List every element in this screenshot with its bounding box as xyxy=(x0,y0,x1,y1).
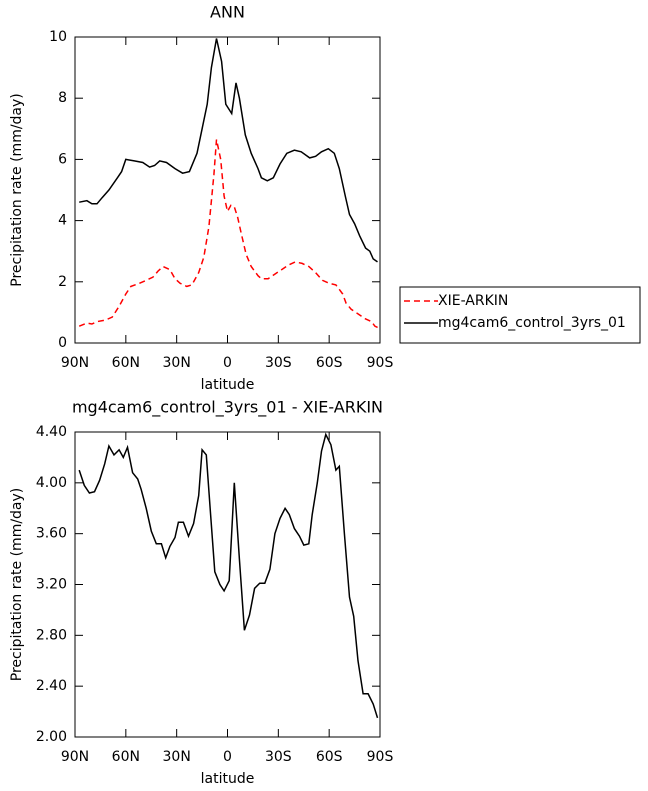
x-tick-label: 90S xyxy=(367,749,394,765)
line-series xyxy=(79,38,378,263)
x-tick-label: 30N xyxy=(163,355,191,371)
x-tick-label: 60N xyxy=(112,749,140,765)
x-tick-label: 90N xyxy=(61,749,89,765)
y-tick-label: 2.80 xyxy=(36,627,67,643)
y-tick-label: 3.60 xyxy=(36,526,67,542)
y-axis-label: Precipitation rate (mm/day) xyxy=(9,488,25,682)
legend-label: XIE-ARKIN xyxy=(438,293,508,309)
y-tick-label: 4.00 xyxy=(36,475,67,491)
y-tick-label: 2.40 xyxy=(36,678,67,694)
y-tick-label: 2.00 xyxy=(36,729,67,745)
y-tick-label: 6 xyxy=(58,151,67,167)
chart-title: ANN xyxy=(210,3,245,22)
x-axis-label: latitude xyxy=(201,771,255,787)
y-tick-label: 4 xyxy=(58,213,67,229)
y-tick-label: 2 xyxy=(58,274,67,290)
x-tick-label: 30N xyxy=(163,749,191,765)
plot-frame xyxy=(74,36,381,344)
x-axis-label: latitude xyxy=(201,377,255,393)
y-tick-label: 8 xyxy=(58,90,67,106)
x-tick-label: 60S xyxy=(316,749,343,765)
x-tick-label: 30S xyxy=(265,749,292,765)
y-tick-label: 4.40 xyxy=(36,424,67,440)
x-tick-label: 60N xyxy=(112,355,140,371)
x-tick-label: 90S xyxy=(367,355,394,371)
y-tick-label: 3.20 xyxy=(36,577,67,593)
line-series xyxy=(78,432,379,719)
x-tick-label: 90N xyxy=(61,355,89,371)
legend-box xyxy=(399,286,641,344)
x-tick-label: 0 xyxy=(223,355,232,371)
x-tick-label: 60S xyxy=(316,355,343,371)
x-tick-label: 30S xyxy=(265,355,292,371)
line-series xyxy=(78,139,379,329)
y-axis-label: Precipitation rate (mm/day) xyxy=(9,93,25,287)
chart-title: mg4cam6_control_3yrs_01 - XIE-ARKIN xyxy=(72,398,383,418)
y-tick-label: 10 xyxy=(49,29,67,45)
y-tick-label: 0 xyxy=(58,335,67,351)
legend-label: mg4cam6_control_3yrs_01 xyxy=(438,315,626,331)
x-tick-label: 0 xyxy=(223,749,232,765)
